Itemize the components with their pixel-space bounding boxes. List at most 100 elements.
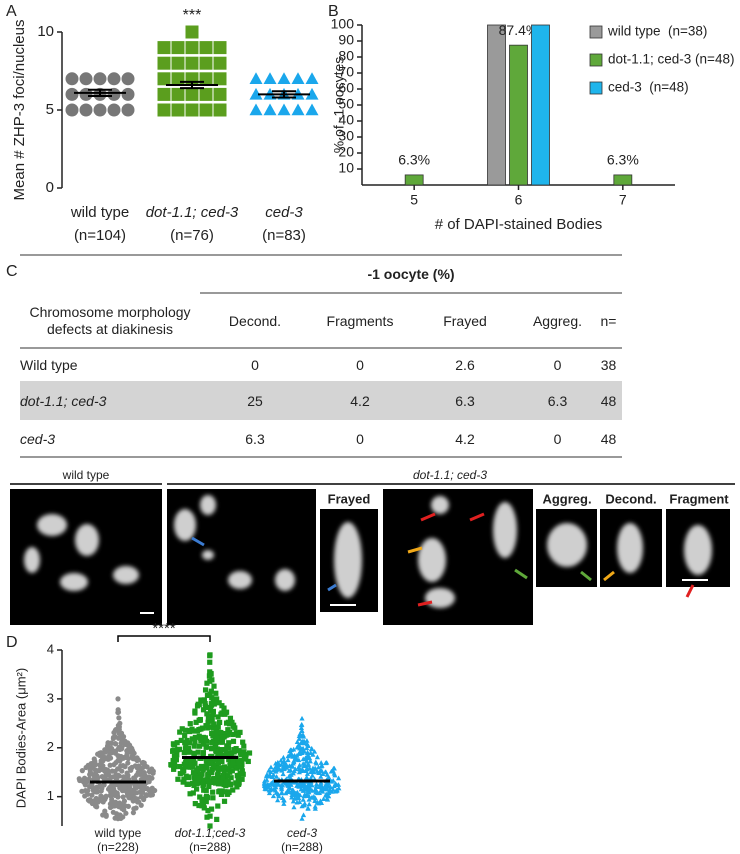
marker bbox=[185, 87, 199, 101]
marker bbox=[204, 814, 210, 820]
micrographs: wild type dot-1.1; ced-3 Frayed Aggreg. … bbox=[10, 468, 735, 625]
marker bbox=[79, 768, 85, 774]
marker bbox=[134, 765, 140, 771]
marker bbox=[93, 72, 107, 86]
table-row-label: ced-3 bbox=[20, 430, 56, 447]
marker bbox=[152, 787, 158, 794]
marker bbox=[299, 715, 305, 721]
marker bbox=[89, 792, 95, 798]
table-cell: 38 bbox=[600, 356, 617, 373]
marker bbox=[79, 72, 93, 86]
table-cell: 0 bbox=[251, 356, 259, 373]
marker bbox=[115, 735, 122, 741]
marker bbox=[308, 750, 314, 755]
marker bbox=[308, 768, 315, 774]
marker bbox=[185, 41, 199, 55]
swarm bbox=[76, 696, 158, 822]
marker bbox=[170, 762, 176, 768]
marker bbox=[187, 791, 193, 797]
marker bbox=[203, 744, 209, 750]
marker bbox=[203, 738, 210, 744]
marker bbox=[233, 780, 239, 786]
marker bbox=[109, 768, 115, 774]
marker bbox=[138, 794, 144, 800]
marker bbox=[195, 749, 201, 755]
table-cell: 2.6 bbox=[455, 356, 475, 373]
marker bbox=[171, 766, 177, 772]
panel-label: C bbox=[6, 263, 18, 280]
marker bbox=[177, 763, 183, 770]
marker bbox=[218, 766, 224, 772]
marker bbox=[277, 72, 291, 84]
marker bbox=[200, 767, 206, 773]
marker bbox=[291, 804, 297, 810]
marker bbox=[299, 728, 305, 733]
table-cell: 0 bbox=[553, 430, 562, 447]
marker bbox=[309, 772, 315, 778]
table-cell: 0 bbox=[356, 430, 364, 447]
marker bbox=[92, 767, 99, 773]
marker bbox=[326, 790, 332, 796]
marker bbox=[304, 774, 310, 780]
y-axis-label: DAPI Bodies-Area (μm²) bbox=[13, 668, 28, 808]
y-tick-label: 10 bbox=[37, 23, 54, 40]
panel-label: D bbox=[6, 634, 18, 651]
micrograph-label: Aggreg. bbox=[542, 491, 591, 506]
marker bbox=[196, 743, 203, 749]
marker bbox=[149, 775, 155, 781]
marker bbox=[171, 41, 185, 55]
marker bbox=[116, 715, 122, 721]
marker bbox=[238, 757, 245, 764]
marker bbox=[276, 762, 282, 768]
y-tick-label: 20 bbox=[338, 144, 354, 160]
legend-label: dot-1.1; ced-3 (n=48) bbox=[608, 52, 734, 67]
marker bbox=[300, 756, 306, 762]
x-tick-label: (n=288) bbox=[189, 840, 231, 854]
marker bbox=[199, 103, 213, 117]
marker bbox=[211, 757, 218, 763]
y-tick-label: 100 bbox=[331, 16, 355, 32]
marker bbox=[133, 805, 139, 811]
marker bbox=[230, 738, 237, 744]
error-bar bbox=[272, 90, 296, 99]
marker bbox=[190, 770, 197, 776]
marker bbox=[274, 774, 280, 779]
marker bbox=[194, 767, 201, 773]
marker-row bbox=[157, 41, 227, 55]
error-bar bbox=[180, 80, 204, 90]
marker bbox=[298, 722, 304, 728]
x-axis-label: # of DAPI-stained Bodies bbox=[435, 216, 603, 233]
marker bbox=[219, 758, 225, 765]
marker bbox=[79, 103, 93, 117]
marker bbox=[177, 771, 183, 777]
marker bbox=[137, 782, 143, 789]
marker bbox=[233, 765, 240, 771]
marker bbox=[144, 764, 150, 770]
marker bbox=[304, 766, 310, 772]
marker bbox=[295, 793, 301, 798]
marker bbox=[118, 815, 124, 822]
marker bbox=[312, 798, 318, 804]
marker bbox=[219, 734, 225, 740]
marker bbox=[196, 702, 202, 708]
table-column-header: Fragments bbox=[326, 312, 394, 329]
table-column-header: Aggreg. bbox=[532, 312, 583, 329]
marker bbox=[187, 764, 193, 770]
marker bbox=[323, 792, 329, 798]
marker bbox=[224, 791, 230, 797]
marker bbox=[98, 788, 104, 794]
y-tick-label: 30 bbox=[338, 128, 354, 144]
marker bbox=[229, 768, 235, 774]
marker bbox=[97, 750, 103, 756]
marker bbox=[294, 744, 300, 750]
marker bbox=[213, 56, 227, 70]
marker bbox=[204, 680, 210, 686]
annotation: **** bbox=[152, 620, 176, 637]
bar bbox=[404, 174, 424, 186]
marker bbox=[171, 103, 185, 117]
marker bbox=[320, 788, 326, 794]
marker bbox=[192, 801, 198, 807]
marker bbox=[305, 103, 319, 116]
marker bbox=[237, 729, 243, 735]
